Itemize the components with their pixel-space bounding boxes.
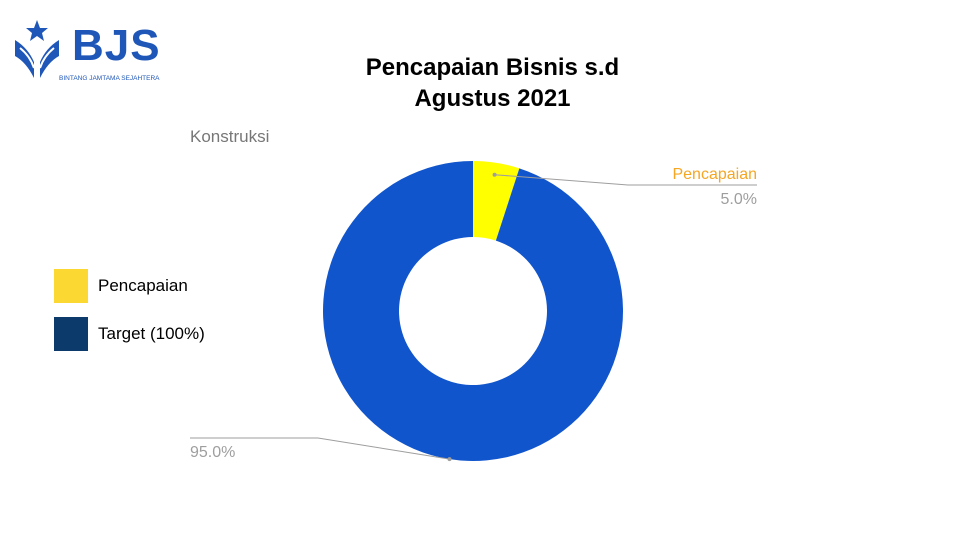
leader-line-pencapaian bbox=[494, 174, 757, 186]
legend-label-pencapaian: Pencapaian bbox=[98, 276, 188, 295]
slice-label-target-value: 95.0% bbox=[190, 444, 235, 461]
chart-subtitle: Konstruksi bbox=[190, 127, 270, 146]
leader-line-pencapaian-dot bbox=[492, 172, 497, 177]
chart-legend: Pencapaian Target (100%) bbox=[54, 269, 205, 365]
chart-slices bbox=[323, 160, 623, 461]
donut-slice-target bbox=[323, 160, 623, 461]
leader-line-target bbox=[190, 437, 450, 460]
legend-item-pencapaian: Pencapaian bbox=[54, 269, 205, 303]
logo-emblem-icon bbox=[15, 20, 59, 78]
slice-label-pencapaian-value: 5.0% bbox=[721, 191, 757, 208]
leader-line-target-dot bbox=[447, 457, 452, 462]
page-title: Pencapaian Bisnis s.d Agustus 2021 bbox=[300, 52, 685, 114]
title-line-1: Pencapaian Bisnis s.d bbox=[365, 54, 620, 81]
title-line-2: Agustus 2021 bbox=[414, 85, 571, 112]
logo-text: BJS bbox=[72, 21, 161, 70]
legend-item-target: Target (100%) bbox=[54, 317, 205, 351]
company-logo: BJS BINTANG JAMTAMA SEJAHTERA bbox=[12, 18, 172, 84]
legend-swatch-pencapaian bbox=[54, 269, 88, 303]
legend-label-target: Target (100%) bbox=[98, 324, 205, 343]
logo-subtext: BINTANG JAMTAMA SEJAHTERA bbox=[59, 75, 160, 82]
slice-label-pencapaian-name: Pencapaian bbox=[672, 166, 757, 183]
chart-leader-lines bbox=[190, 172, 757, 462]
donut-slice-pencapaian bbox=[473, 161, 520, 241]
legend-swatch-target bbox=[54, 317, 88, 351]
